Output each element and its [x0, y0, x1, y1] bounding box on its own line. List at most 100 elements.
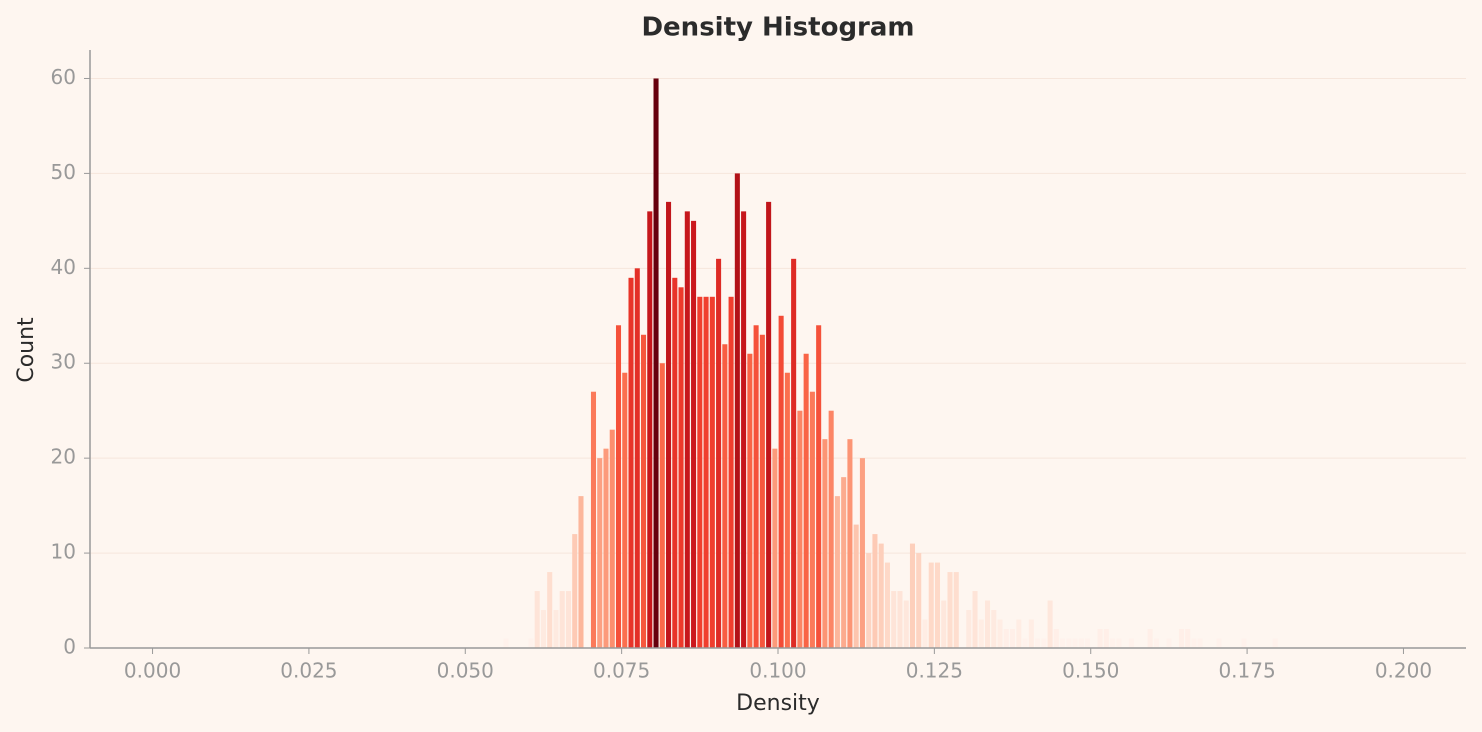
bar: [609, 429, 615, 648]
bar: [1216, 638, 1222, 648]
bar: [1147, 629, 1153, 648]
bar: [590, 391, 597, 648]
bar: [1035, 638, 1041, 648]
bar: [1047, 600, 1053, 648]
bar: [603, 448, 609, 648]
bar: [597, 458, 603, 648]
bar: [1272, 638, 1278, 648]
x-tick-label: 0.100: [749, 659, 806, 683]
bar: [816, 325, 822, 648]
bar: [547, 572, 553, 648]
bar: [766, 201, 772, 648]
bar: [797, 410, 803, 648]
bar: [791, 258, 797, 648]
bar: [1010, 629, 1016, 648]
bar: [628, 277, 634, 648]
bar: [1016, 619, 1022, 648]
bar: [953, 572, 959, 648]
bar: [972, 591, 978, 648]
bar: [709, 296, 715, 648]
bar: [916, 553, 922, 648]
bar: [1241, 638, 1247, 648]
bar: [853, 524, 859, 648]
y-tick-label: 50: [51, 160, 76, 184]
bar: [841, 477, 847, 648]
bar: [1028, 619, 1034, 648]
bar: [1060, 638, 1066, 648]
bar: [1110, 638, 1116, 648]
bar: [966, 610, 972, 648]
bar: [909, 543, 915, 648]
bar: [728, 296, 734, 648]
x-tick-label: 0.150: [1062, 659, 1119, 683]
bar: [1066, 638, 1072, 648]
bar: [1053, 629, 1059, 648]
y-tick-label: 60: [51, 65, 76, 89]
bar: [534, 591, 540, 648]
y-axis-label: Count: [14, 317, 39, 383]
bar: [1166, 638, 1172, 648]
bar: [834, 496, 840, 648]
bar: [716, 258, 722, 648]
bar: [641, 334, 647, 648]
bar: [822, 439, 828, 648]
y-tick-label: 40: [51, 255, 76, 279]
bar: [678, 287, 684, 648]
bar: [697, 296, 703, 648]
bar: [884, 562, 890, 648]
bar: [997, 619, 1003, 648]
bar: [578, 496, 584, 648]
bar: [1097, 629, 1103, 648]
bar: [1072, 638, 1078, 648]
bar: [1022, 638, 1028, 648]
bar: [897, 591, 903, 648]
bar: [859, 458, 865, 648]
bar: [866, 553, 872, 648]
chart-title: Density Histogram: [641, 13, 914, 43]
bar: [553, 610, 559, 648]
bar: [891, 591, 897, 648]
bar: [540, 610, 546, 648]
x-tick-label: 0.000: [124, 659, 181, 683]
bar: [878, 543, 884, 648]
bar: [1078, 638, 1084, 648]
bar: [947, 572, 953, 648]
bar: [565, 591, 571, 648]
bar: [753, 325, 759, 648]
bar: [559, 591, 565, 648]
bar: [528, 638, 534, 648]
bar: [647, 211, 653, 648]
bar: [903, 600, 909, 648]
y-tick-label: 20: [51, 445, 76, 469]
bar: [772, 448, 778, 648]
bar: [1085, 638, 1091, 648]
y-tick-label: 10: [51, 540, 76, 564]
bar: [991, 610, 997, 648]
x-tick-label: 0.125: [906, 659, 963, 683]
bar: [1116, 638, 1122, 648]
bar: [684, 211, 690, 648]
bar: [828, 410, 834, 648]
bar: [872, 534, 878, 648]
bar: [1128, 638, 1134, 648]
bar: [941, 600, 947, 648]
bar: [809, 391, 815, 648]
bar: [985, 600, 991, 648]
bar: [653, 78, 659, 648]
x-tick-label: 0.075: [593, 659, 650, 683]
bar: [928, 562, 934, 648]
bar: [572, 534, 578, 648]
bar: [1153, 638, 1159, 648]
bar: [747, 353, 753, 648]
bar: [1178, 629, 1184, 648]
x-tick-label: 0.025: [280, 659, 337, 683]
bar: [1185, 629, 1191, 648]
bar: [666, 201, 672, 648]
bar: [778, 315, 784, 648]
bar: [1003, 629, 1009, 648]
bar: [784, 372, 790, 648]
bar: [1041, 638, 1047, 648]
bar: [978, 619, 984, 648]
